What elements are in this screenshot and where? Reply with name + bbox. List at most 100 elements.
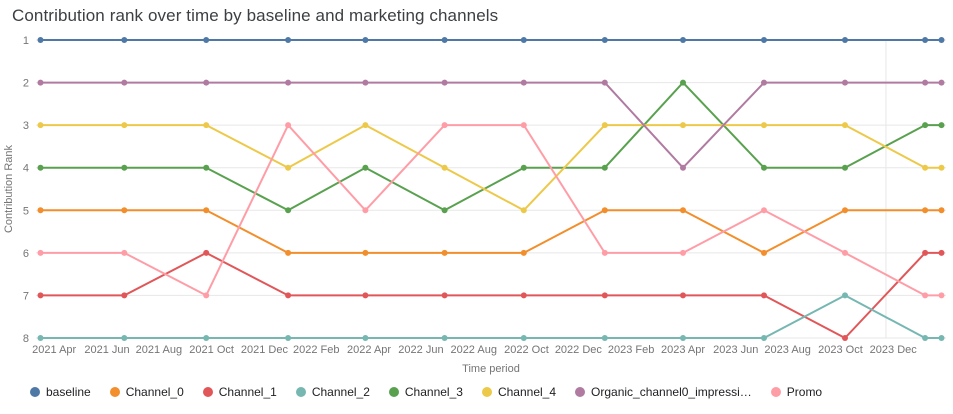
- data-point-channel-0[interactable]: [441, 249, 448, 256]
- data-point-channel-1[interactable]: [922, 249, 929, 256]
- data-point-promo[interactable]: [601, 249, 608, 256]
- data-point-channel-0[interactable]: [520, 249, 527, 256]
- data-point-promo[interactable]: [203, 292, 210, 299]
- data-point-baseline[interactable]: [842, 37, 848, 43]
- data-point-channel-3[interactable]: [601, 164, 608, 171]
- data-point-organic-channel0-impressi[interactable]: [922, 79, 929, 86]
- data-point-baseline[interactable]: [121, 37, 128, 43]
- data-point-channel-4[interactable]: [441, 164, 448, 171]
- data-point-channel-4[interactable]: [285, 164, 292, 171]
- data-point-promo[interactable]: [938, 292, 945, 299]
- legend-item-channel-2[interactable]: Channel_2: [295, 385, 370, 399]
- data-point-channel-2[interactable]: [842, 292, 848, 299]
- data-point-channel-0[interactable]: [680, 207, 686, 214]
- data-point-promo[interactable]: [761, 207, 767, 214]
- data-point-promo[interactable]: [441, 122, 448, 129]
- data-point-baseline[interactable]: [37, 37, 44, 43]
- data-point-channel-2[interactable]: [761, 335, 767, 341]
- data-point-channel-4[interactable]: [761, 122, 767, 129]
- legend-item-organic-channel0-impressi[interactable]: Organic_channel0_impressi…: [575, 385, 752, 399]
- data-point-channel-1[interactable]: [203, 249, 210, 256]
- data-point-organic-channel0-impressi[interactable]: [203, 79, 210, 86]
- data-point-organic-channel0-impressi[interactable]: [842, 79, 848, 86]
- data-point-channel-4[interactable]: [601, 122, 608, 129]
- data-point-organic-channel0-impressi[interactable]: [938, 79, 945, 86]
- legend-item-promo[interactable]: Promo: [770, 385, 822, 399]
- data-point-promo[interactable]: [680, 249, 686, 256]
- data-point-channel-1[interactable]: [520, 292, 527, 299]
- data-point-channel-0[interactable]: [761, 249, 767, 256]
- data-point-channel-0[interactable]: [601, 207, 608, 214]
- data-point-channel-0[interactable]: [203, 207, 210, 214]
- data-point-channel-3[interactable]: [842, 164, 848, 171]
- legend-item-baseline[interactable]: baseline: [30, 385, 91, 399]
- data-point-channel-0[interactable]: [938, 207, 945, 214]
- data-point-promo[interactable]: [520, 122, 527, 129]
- data-point-channel-4[interactable]: [520, 207, 527, 214]
- data-point-baseline[interactable]: [285, 37, 292, 43]
- data-point-channel-3[interactable]: [938, 122, 945, 129]
- data-point-channel-4[interactable]: [362, 122, 369, 129]
- legend-item-channel-3[interactable]: Channel_3: [388, 385, 463, 399]
- legend-item-channel-0[interactable]: Channel_0: [109, 385, 184, 399]
- data-point-organic-channel0-impressi[interactable]: [601, 79, 608, 86]
- data-point-channel-1[interactable]: [37, 292, 44, 299]
- data-point-promo[interactable]: [37, 249, 44, 256]
- data-point-channel-1[interactable]: [842, 335, 848, 341]
- data-point-channel-2[interactable]: [285, 335, 292, 341]
- data-point-baseline[interactable]: [938, 37, 945, 43]
- legend-item-channel-1[interactable]: Channel_1: [202, 385, 277, 399]
- data-point-channel-1[interactable]: [938, 249, 945, 256]
- data-point-baseline[interactable]: [601, 37, 608, 43]
- data-point-baseline[interactable]: [441, 37, 448, 43]
- data-point-channel-3[interactable]: [761, 164, 767, 171]
- data-point-channel-4[interactable]: [842, 122, 848, 129]
- data-point-channel-2[interactable]: [922, 335, 929, 341]
- data-point-promo[interactable]: [922, 292, 929, 299]
- data-point-channel-3[interactable]: [362, 164, 369, 171]
- data-point-channel-2[interactable]: [37, 335, 44, 341]
- data-point-channel-3[interactable]: [680, 79, 686, 86]
- data-point-channel-0[interactable]: [362, 249, 369, 256]
- data-point-organic-channel0-impressi[interactable]: [362, 79, 369, 86]
- data-point-channel-3[interactable]: [922, 122, 929, 129]
- data-point-organic-channel0-impressi[interactable]: [285, 79, 292, 86]
- data-point-channel-0[interactable]: [37, 207, 44, 214]
- data-point-channel-1[interactable]: [601, 292, 608, 299]
- data-point-baseline[interactable]: [761, 37, 767, 43]
- data-point-baseline[interactable]: [680, 37, 686, 43]
- data-point-baseline[interactable]: [362, 37, 369, 43]
- data-point-channel-2[interactable]: [520, 335, 527, 341]
- data-point-organic-channel0-impressi[interactable]: [441, 79, 448, 86]
- data-point-channel-1[interactable]: [285, 292, 292, 299]
- legend-item-channel-4[interactable]: Channel_4: [481, 385, 556, 399]
- data-point-channel-3[interactable]: [121, 164, 128, 171]
- data-point-channel-4[interactable]: [922, 164, 929, 171]
- data-point-organic-channel0-impressi[interactable]: [520, 79, 527, 86]
- data-point-channel-0[interactable]: [842, 207, 848, 214]
- data-point-organic-channel0-impressi[interactable]: [37, 79, 44, 86]
- data-point-channel-2[interactable]: [121, 335, 128, 341]
- data-point-channel-4[interactable]: [203, 122, 210, 129]
- data-point-channel-4[interactable]: [37, 122, 44, 129]
- data-point-channel-1[interactable]: [121, 292, 128, 299]
- data-point-channel-3[interactable]: [441, 207, 448, 214]
- data-point-organic-channel0-impressi[interactable]: [680, 164, 686, 171]
- data-point-channel-0[interactable]: [121, 207, 128, 214]
- data-point-channel-1[interactable]: [441, 292, 448, 299]
- data-point-channel-0[interactable]: [285, 249, 292, 256]
- data-point-channel-1[interactable]: [680, 292, 686, 299]
- data-point-channel-1[interactable]: [761, 292, 767, 299]
- data-point-channel-2[interactable]: [601, 335, 608, 341]
- data-point-channel-3[interactable]: [37, 164, 44, 171]
- data-point-channel-2[interactable]: [362, 335, 369, 341]
- data-point-channel-0[interactable]: [922, 207, 929, 214]
- data-point-channel-3[interactable]: [520, 164, 527, 171]
- data-point-baseline[interactable]: [922, 37, 929, 43]
- data-point-channel-2[interactable]: [203, 335, 210, 341]
- data-point-baseline[interactable]: [203, 37, 210, 43]
- data-point-channel-4[interactable]: [121, 122, 128, 129]
- data-point-organic-channel0-impressi[interactable]: [761, 79, 767, 86]
- data-point-promo[interactable]: [362, 207, 369, 214]
- data-point-channel-3[interactable]: [203, 164, 210, 171]
